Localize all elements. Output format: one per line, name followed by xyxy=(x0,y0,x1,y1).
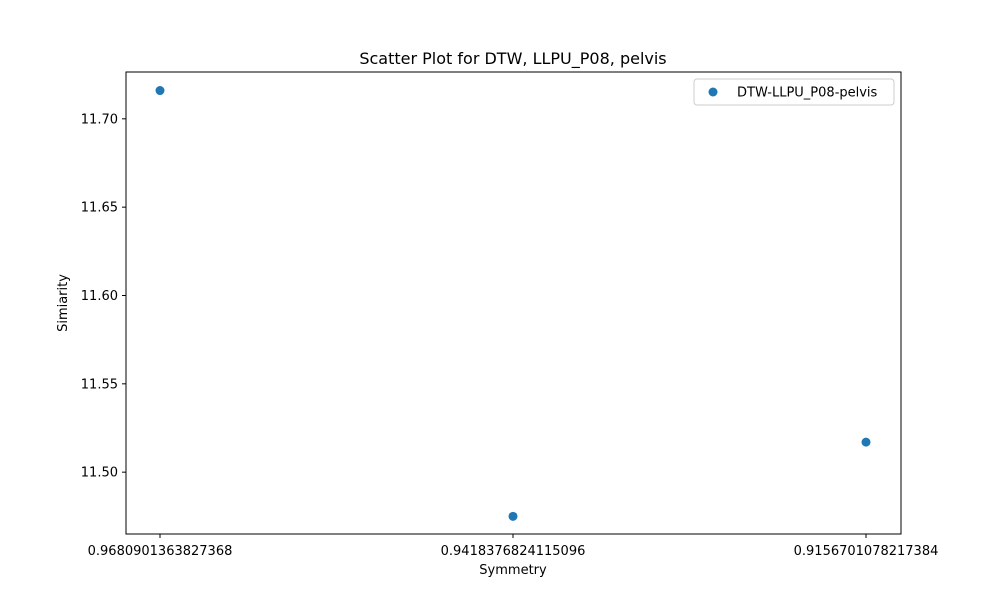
y-tick-label: 11.60 xyxy=(81,289,118,304)
data-point xyxy=(508,511,518,521)
y-axis-ticks: 11.50 11.55 11.60 11.65 11.70 xyxy=(81,112,126,481)
x-tick-label: 0.9156701078217384 xyxy=(794,544,939,559)
y-tick-label: 11.70 xyxy=(81,112,118,127)
y-tick-label: 11.50 xyxy=(81,466,118,481)
x-axis-ticks: 0.9680901363827368 0.9418376824115096 0.91… xyxy=(88,534,939,559)
x-tick-label: 0.9418376824115096 xyxy=(441,544,586,559)
x-tick-label: 0.9680901363827368 xyxy=(88,544,233,559)
data-point xyxy=(861,437,871,447)
legend-box xyxy=(693,78,895,106)
chart-title: Scatter Plot for DTW, LLPU_P08, pelvis xyxy=(359,49,666,69)
legend-label: DTW-LLPU_P08-pelvis xyxy=(737,86,878,101)
data-point xyxy=(155,86,165,96)
legend: DTW-LLPU_P08-pelvis xyxy=(693,78,895,106)
y-tick-label: 11.55 xyxy=(81,377,118,392)
y-tick-label: 11.65 xyxy=(81,201,118,216)
x-axis-label: Symmetry xyxy=(479,563,547,578)
y-axis-label: Simiarity xyxy=(56,274,71,332)
data-points xyxy=(155,86,871,521)
legend-marker xyxy=(708,87,718,97)
